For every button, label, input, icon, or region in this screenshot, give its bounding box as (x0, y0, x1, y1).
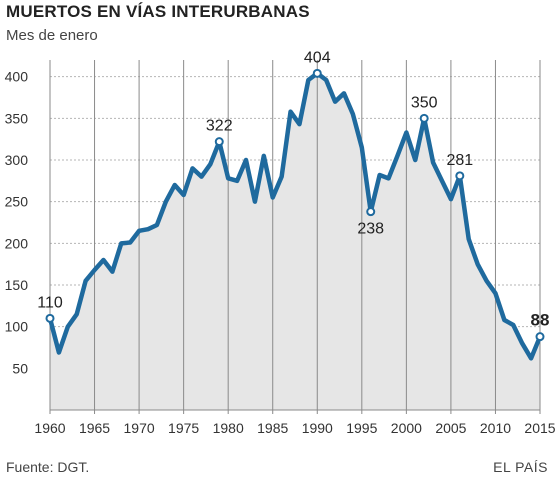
data-point-marker (366, 207, 376, 217)
data-label: 281 (446, 152, 473, 169)
data-point-marker (214, 137, 224, 147)
chart-title: MUERTOS EN VÍAS INTERURBANAS (6, 2, 310, 21)
y-tick-label: 50 (12, 360, 28, 376)
data-label: 88 (531, 311, 550, 330)
y-tick-label: 250 (5, 194, 29, 210)
data-label: 110 (37, 294, 63, 311)
y-tick-label: 300 (5, 152, 29, 168)
x-tick-label: 1975 (168, 420, 199, 436)
x-tick-label: 1980 (213, 420, 244, 436)
y-tick-label: 400 (5, 69, 29, 85)
x-tick-label: 1990 (302, 420, 333, 436)
y-tick-label: 350 (5, 110, 29, 126)
data-point-marker (455, 171, 465, 181)
y-tick-label: 100 (5, 319, 29, 335)
data-label: 238 (357, 221, 384, 238)
x-tick-label: 1995 (346, 420, 377, 436)
y-tick-label: 200 (5, 235, 29, 251)
chart-subtitle: Mes de enero (6, 27, 98, 44)
data-point-marker (535, 332, 545, 342)
brand-logo: EL PAÍS (493, 459, 548, 475)
source-note: Fuente: DGT. (6, 459, 90, 475)
x-tick-label: 2005 (435, 420, 466, 436)
x-tick-label: 1970 (124, 420, 155, 436)
data-point-marker (45, 313, 55, 323)
y-tick-label: 150 (5, 277, 29, 293)
x-tick-layer: 1960 1965 1970 1975 1980 1985 1990 1995 2000 2005… (34, 60, 556, 436)
data-point-marker (312, 68, 322, 78)
annotation-layer: 110 322 404 238 350 281 88 (37, 49, 550, 342)
x-tick-label: 2015 (524, 420, 555, 436)
data-label: 350 (411, 94, 438, 111)
y-tick-label-layer: 50 100 150 200 250 300 350 400 (5, 69, 29, 377)
x-tick-label: 1965 (79, 420, 110, 436)
x-tick-label: 1960 (34, 420, 65, 436)
data-label: 322 (206, 118, 233, 135)
x-tick-label: 1985 (257, 420, 288, 436)
data-label: 404 (304, 49, 331, 66)
x-tick-label: 2000 (391, 420, 422, 436)
x-tick-label: 2010 (480, 420, 511, 436)
data-point-marker (419, 113, 429, 123)
